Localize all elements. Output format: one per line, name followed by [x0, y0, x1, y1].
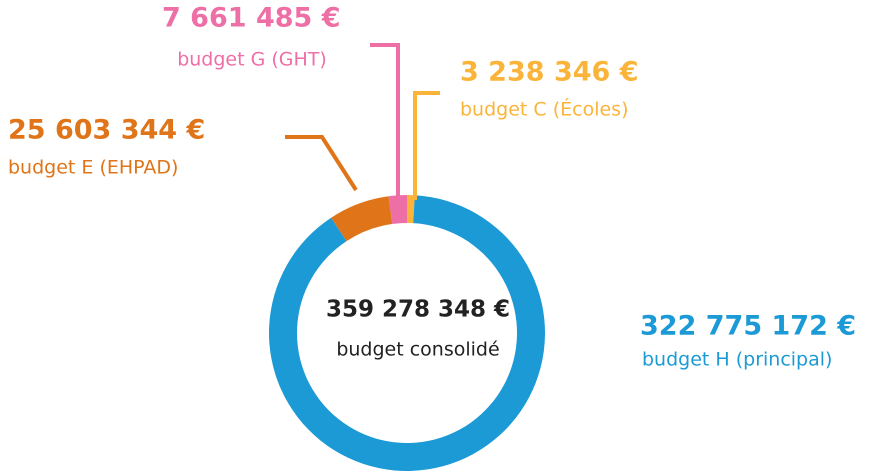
donut-segment	[331, 196, 393, 242]
leader-line	[370, 43, 400, 200]
value-label: 322 775 172 €	[640, 311, 856, 342]
value-label: 7 661 485 €	[162, 3, 341, 34]
value-label: 25 603 344 €	[8, 115, 205, 146]
donut-segment	[388, 195, 407, 224]
value-label: 3 238 346 €	[460, 57, 639, 88]
center-value: 359 278 348 €	[326, 297, 510, 323]
category-label: budget H (principal)	[642, 349, 832, 371]
donut-segment	[269, 195, 546, 471]
leader-line	[285, 135, 358, 192]
category-label: budget G (GHT)	[177, 49, 327, 71]
leader-line	[413, 91, 440, 200]
category-label: budget E (EHPAD)	[8, 157, 178, 179]
donut-segment	[407, 195, 415, 224]
category-label: budget C (Écoles)	[460, 98, 628, 121]
center-label: budget consolidé	[336, 339, 499, 361]
